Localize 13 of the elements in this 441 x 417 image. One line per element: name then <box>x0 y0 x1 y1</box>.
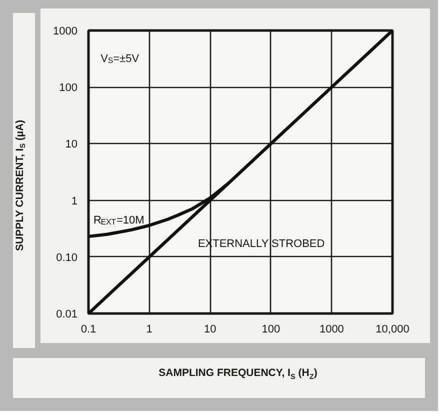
y-tick-label: 100 <box>59 82 78 94</box>
y-tick-label: 0.01 <box>56 308 78 320</box>
x-tick-label: 1000 <box>319 324 344 336</box>
x-tick-label: 1 <box>146 324 152 336</box>
y-tick-label: 1000 <box>53 26 78 38</box>
x-tick-label: 100 <box>262 324 280 336</box>
x-tick-label: 10,000 <box>376 324 410 336</box>
y-tick-label: 1 <box>71 195 78 208</box>
x-axis-title: SAMPLING FREQUENCY, I$_{S}$ (H$_{Z}$) <box>158 366 318 383</box>
y-tick-label: 10 <box>65 138 78 151</box>
x-tick-label: 0.1 <box>80 324 96 336</box>
x-tick-label: 10 <box>204 324 216 336</box>
y-tick-label: 0.10 <box>56 252 78 264</box>
